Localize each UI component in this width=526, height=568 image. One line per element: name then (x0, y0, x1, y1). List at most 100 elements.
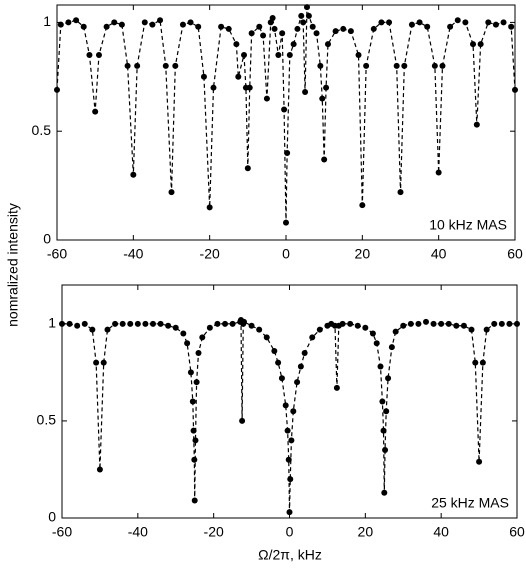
data-point (317, 62, 324, 69)
data-point (279, 30, 286, 37)
data-point (214, 320, 221, 327)
data-point (369, 330, 376, 337)
data-point (363, 62, 370, 69)
data-point (195, 23, 202, 30)
data-point (447, 23, 454, 30)
data-point (225, 25, 232, 32)
data-point (141, 19, 148, 26)
x-tick-label: -40 (123, 246, 143, 262)
data-point (118, 21, 125, 28)
data-point (150, 320, 156, 327)
data-point (95, 52, 102, 59)
data-point (119, 320, 126, 327)
data-point (500, 19, 507, 26)
data-point (172, 62, 179, 69)
data-point (195, 349, 202, 356)
x-tick-label: 40 (433, 524, 449, 540)
y-tick-label: 0.5 (37, 412, 57, 428)
data-point (263, 95, 270, 102)
data-point (316, 326, 323, 333)
data-point (382, 447, 389, 454)
data-point (241, 52, 248, 59)
data-point (80, 23, 87, 30)
data-point (472, 359, 479, 366)
x-axis-label: Ω/2π, kHz (258, 547, 322, 563)
data-point (347, 28, 354, 35)
data-point (157, 17, 164, 24)
data-point (184, 340, 191, 347)
data-point (431, 62, 438, 69)
data-point (354, 322, 361, 329)
data-point (340, 25, 347, 32)
data-point (290, 41, 297, 48)
data-point (383, 408, 390, 415)
data-point (157, 320, 164, 327)
data-point (430, 320, 437, 327)
data-point (191, 456, 198, 463)
x-tick-label: 0 (286, 524, 294, 540)
data-point (468, 326, 475, 333)
data-line (56, 7, 516, 223)
data-point (127, 320, 134, 327)
data-point (218, 23, 225, 30)
data-point (339, 320, 346, 327)
data-point (134, 320, 141, 327)
data-point (309, 23, 316, 30)
data-point (302, 89, 309, 96)
x-tick-label: -20 (200, 246, 220, 262)
data-point (130, 171, 137, 178)
annotation: 10 kHz MAS (429, 217, 507, 233)
data-point (492, 21, 499, 28)
data-point (508, 23, 515, 30)
data-point (435, 169, 442, 176)
plot-frame (61, 284, 518, 519)
data-point (477, 41, 484, 48)
data-point (454, 17, 461, 24)
data-point (271, 348, 278, 355)
x-tick-label: -40 (128, 524, 148, 540)
data-point (244, 165, 251, 172)
data-point (172, 324, 179, 331)
y-tick-label: 0 (48, 509, 56, 525)
x-tick-label: -60 (52, 524, 72, 540)
data-point (229, 320, 236, 327)
data-point (298, 12, 305, 19)
data-point (300, 19, 307, 26)
data-point (445, 320, 452, 327)
data-point (73, 17, 80, 24)
data-point (462, 19, 469, 26)
data-point (290, 408, 297, 415)
data-point (93, 359, 100, 366)
data-point (165, 322, 172, 329)
data-point (286, 509, 293, 516)
data-line (62, 319, 517, 513)
data-point (190, 427, 197, 434)
data-point (362, 324, 369, 331)
data-point (303, 4, 310, 11)
data-point (324, 41, 331, 48)
data-point (297, 363, 304, 370)
data-point (241, 318, 247, 325)
data-point (514, 320, 520, 327)
data-point (246, 84, 253, 91)
data-point (423, 318, 429, 325)
data-point (103, 23, 110, 30)
data-point (378, 19, 385, 26)
data-point (189, 398, 196, 405)
data-point (453, 322, 460, 329)
data-point (256, 23, 263, 30)
data-point (206, 324, 213, 331)
data-point (288, 437, 295, 444)
data-point (96, 466, 103, 473)
data-point (248, 322, 255, 329)
data-point (377, 363, 384, 370)
data-point (65, 19, 72, 26)
data-point (415, 320, 422, 327)
data-point (401, 62, 408, 69)
x-tick-label: 20 (355, 246, 371, 262)
data-point (373, 340, 380, 347)
data-point (283, 219, 289, 226)
data-point (506, 320, 513, 327)
data-point (479, 359, 486, 366)
